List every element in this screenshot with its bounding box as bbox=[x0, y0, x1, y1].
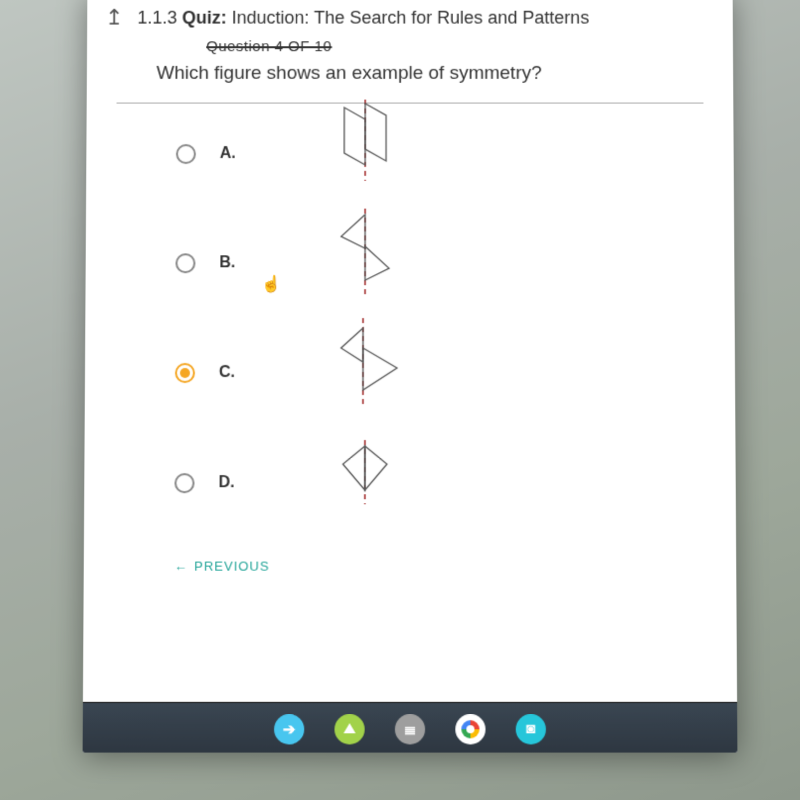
figure-a bbox=[335, 100, 445, 199]
header-bar: ↥ 1.1.3 Quiz: Induction: The Search for … bbox=[87, 0, 733, 38]
page-title: 1.1.3 Quiz: Induction: The Search for Ru… bbox=[137, 7, 589, 28]
figure-d bbox=[335, 440, 445, 540]
option-c[interactable]: C. bbox=[175, 348, 715, 398]
back-icon[interactable]: ↥ bbox=[105, 5, 123, 31]
option-label-d: D. bbox=[219, 474, 243, 492]
option-a[interactable]: A. bbox=[176, 129, 714, 179]
figure-b bbox=[335, 209, 445, 309]
option-label-a: A. bbox=[220, 145, 244, 163]
previous-button[interactable]: ← PREVIOUS bbox=[174, 559, 270, 574]
previous-label: PREVIOUS bbox=[194, 559, 270, 574]
quiz-label: Quiz: bbox=[182, 7, 227, 27]
quiz-title: Induction: The Search for Rules and Patt… bbox=[227, 7, 589, 27]
section-number: 1.1.3 bbox=[137, 7, 177, 27]
options-container: A. B. ☝ bbox=[84, 108, 736, 509]
radio-c[interactable] bbox=[175, 363, 195, 383]
taskbar: ➔ ≣ ◙ bbox=[83, 702, 738, 753]
radio-b[interactable] bbox=[175, 253, 195, 273]
question-text: Which figure shows an example of symmetr… bbox=[87, 55, 734, 102]
figure-c bbox=[335, 318, 445, 418]
question-counter: Question 4 OF 10 bbox=[206, 38, 733, 55]
taskbar-drive-icon[interactable] bbox=[334, 714, 364, 744]
arrow-left-icon: ← bbox=[174, 559, 188, 574]
radio-a[interactable] bbox=[176, 144, 196, 164]
option-label-c: C. bbox=[219, 364, 243, 382]
option-d[interactable]: D. bbox=[174, 458, 715, 508]
option-b[interactable]: B. bbox=[175, 238, 714, 288]
taskbar-files-icon[interactable]: ≣ bbox=[395, 714, 425, 744]
radio-d[interactable] bbox=[174, 473, 194, 493]
option-label-b: B. bbox=[219, 254, 243, 272]
taskbar-app-1-icon[interactable]: ➔ bbox=[274, 714, 304, 744]
taskbar-app-5-icon[interactable]: ◙ bbox=[516, 714, 546, 744]
taskbar-chrome-icon[interactable] bbox=[455, 714, 485, 744]
